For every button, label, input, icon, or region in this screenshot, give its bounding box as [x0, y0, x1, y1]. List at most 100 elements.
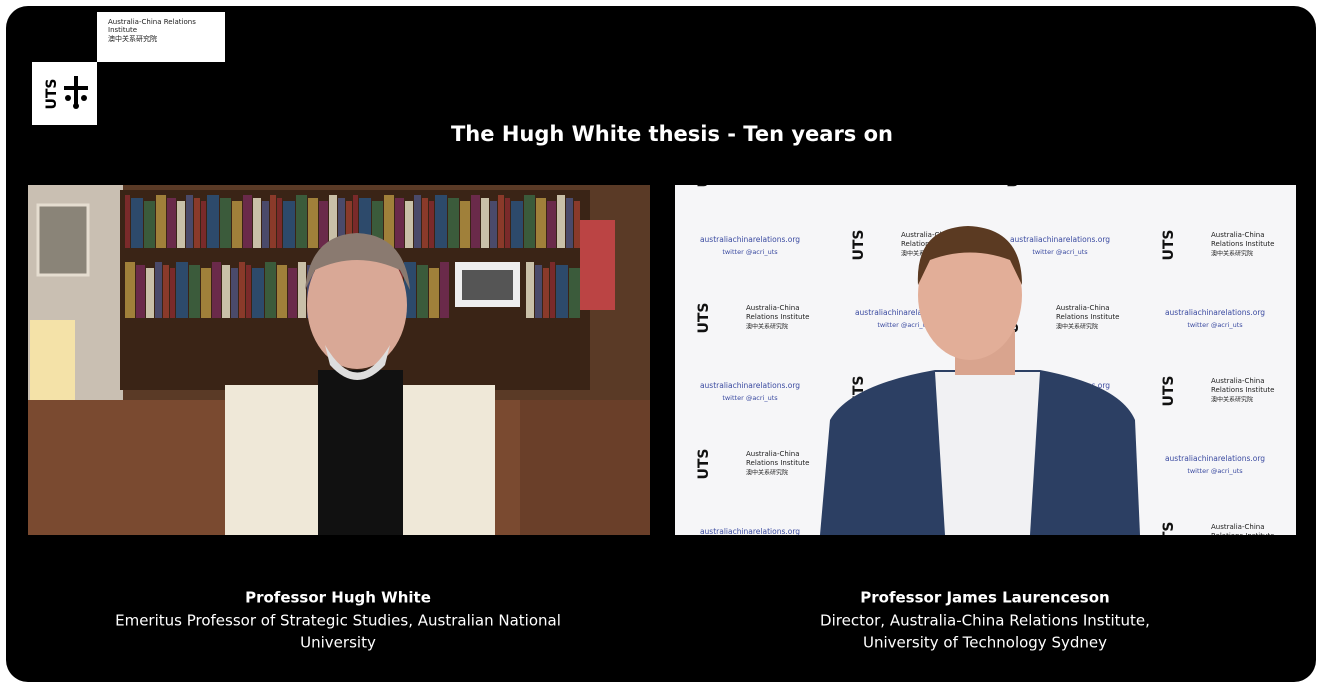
book — [405, 201, 413, 248]
book — [155, 262, 162, 318]
speaker-role: University of Technology Sydney — [863, 634, 1107, 652]
backdrop-text: Australia-China — [746, 304, 799, 312]
backdrop-mark: UTS — [696, 302, 712, 333]
backdrop-text: Relations Institute — [1056, 313, 1119, 321]
book — [556, 265, 568, 318]
book — [448, 198, 459, 248]
backdrop-website: australiachinarelations.org — [700, 527, 800, 536]
logo-text: Australia-China Relations — [108, 18, 196, 26]
book — [246, 265, 251, 318]
backdrop-mark: UTS — [851, 229, 867, 260]
backdrop-website: australiachinarelations.org — [1165, 308, 1265, 317]
backdrop-text: Relations Institute — [1211, 240, 1274, 248]
book — [156, 195, 166, 248]
backdrop-text: Relations Institute — [746, 459, 809, 467]
book — [550, 262, 555, 318]
book — [207, 195, 219, 248]
book — [498, 195, 504, 248]
book — [144, 201, 155, 248]
book — [535, 265, 542, 318]
book — [125, 195, 130, 248]
book — [277, 265, 287, 318]
book — [384, 195, 394, 248]
book — [547, 201, 556, 248]
book — [231, 268, 238, 318]
book — [136, 265, 145, 318]
book — [212, 262, 221, 318]
logo-text: Institute — [108, 26, 137, 34]
book — [252, 268, 264, 318]
backdrop-mark: UTS — [696, 448, 712, 479]
backdrop-text: Relations Institute — [746, 313, 809, 321]
book — [270, 195, 276, 248]
book — [253, 198, 261, 248]
backdrop-text: Relations Institute — [1211, 386, 1274, 394]
book — [569, 268, 580, 318]
backdrop-text: Australia-China — [1211, 231, 1264, 239]
book — [265, 262, 276, 318]
backdrop-text: 澳中关系研究院 — [746, 469, 788, 477]
book — [232, 201, 242, 248]
book — [536, 198, 546, 248]
book — [319, 201, 328, 248]
book — [440, 262, 449, 318]
book — [220, 198, 231, 248]
book — [125, 262, 135, 318]
logo-mark-box — [32, 62, 97, 125]
book — [417, 265, 428, 318]
speaker-name: Professor Hugh White — [245, 589, 431, 607]
backdrop-mark: UTS — [1161, 229, 1177, 260]
book — [298, 262, 306, 318]
book — [288, 268, 297, 318]
speaker-name: Professor James Laurenceson — [860, 589, 1109, 607]
book — [170, 268, 175, 318]
backdrop-text: 澳中关系研究院 — [1211, 250, 1253, 258]
backdrop-website: australiachinarelations.org — [700, 381, 800, 390]
book — [429, 268, 439, 318]
book — [435, 195, 447, 248]
book — [490, 201, 497, 248]
backdrop-twitter: twitter @acri_uts — [1187, 321, 1243, 329]
book — [194, 198, 200, 248]
backdrop-text: Australia-China — [746, 450, 799, 458]
speaker-role: University — [300, 634, 376, 652]
book — [481, 198, 489, 248]
book — [471, 195, 480, 248]
book — [277, 198, 282, 248]
book — [429, 201, 434, 248]
book — [243, 195, 252, 248]
backdrop-website: australiachinarelations.org — [1165, 454, 1265, 463]
book — [574, 201, 580, 248]
book — [395, 198, 404, 248]
backdrop-twitter: twitter @acri_uts — [722, 248, 778, 256]
book — [414, 195, 421, 248]
backdrop-twitter: twitter @acri_uts — [1187, 467, 1243, 475]
book — [146, 268, 154, 318]
book — [176, 262, 188, 318]
logo-text: 澳中关系研究院 — [108, 34, 157, 43]
book — [296, 195, 307, 248]
book — [131, 198, 143, 248]
title: The Hugh White thesis - Ten years on — [451, 122, 893, 146]
book — [201, 201, 206, 248]
backdrop-text: Australia-China — [1211, 523, 1264, 531]
book — [526, 262, 534, 318]
backdrop-text: 澳中关系研究院 — [1211, 396, 1253, 404]
video-left — [28, 185, 650, 535]
book — [163, 265, 169, 318]
book — [511, 201, 523, 248]
speaker-role: Director, Australia-China Relations Inst… — [820, 612, 1150, 630]
backdrop-website: australiachinarelations.org — [1010, 235, 1110, 244]
backdrop-text: 澳中关系研究院 — [1056, 323, 1098, 331]
book — [505, 198, 510, 248]
speaker-role: Emeritus Professor of Strategic Studies,… — [115, 612, 561, 630]
book — [566, 198, 573, 248]
book — [460, 201, 470, 248]
book — [239, 262, 245, 318]
book — [422, 198, 428, 248]
backdrop-text: 澳中关系研究院 — [746, 323, 788, 331]
book — [222, 265, 230, 318]
book — [543, 268, 549, 318]
book — [177, 201, 185, 248]
